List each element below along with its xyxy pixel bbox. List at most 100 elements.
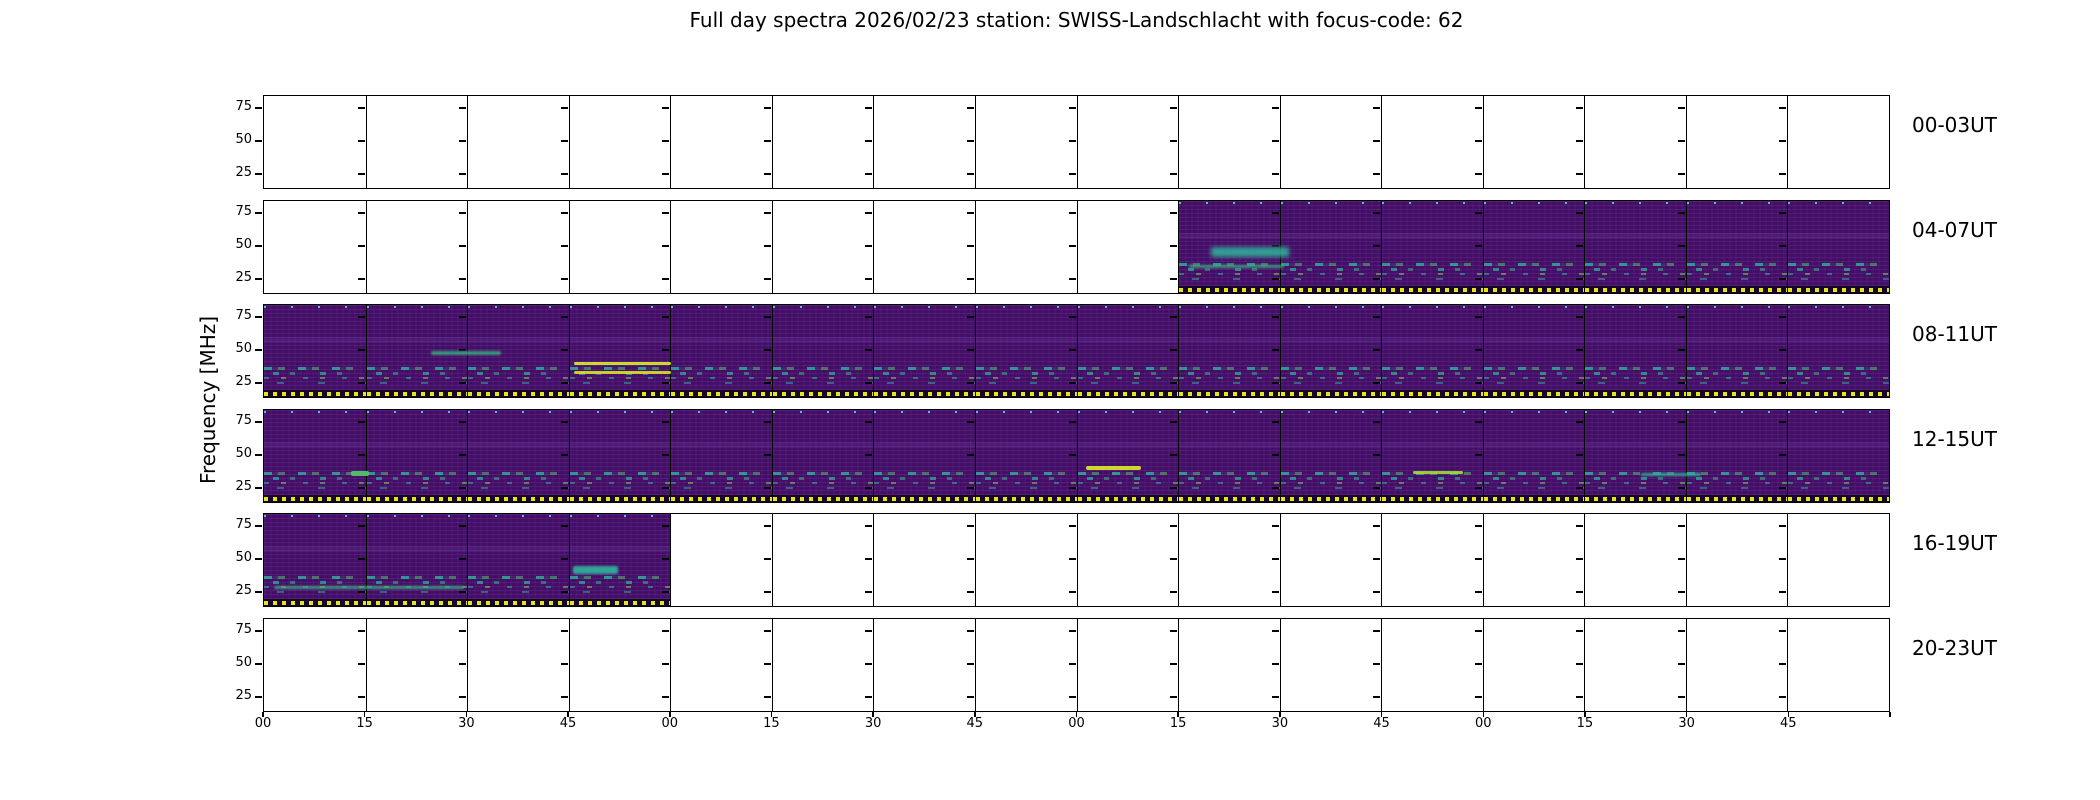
y-tick-mark: [662, 591, 670, 593]
x-tick-mark: [1177, 712, 1179, 717]
y-tick-mark: [255, 278, 262, 280]
y-tick-mark: [255, 245, 262, 247]
spectrogram-segment: [763, 410, 874, 502]
empty-segment: [1271, 514, 1382, 606]
x-tick-mark: [1685, 712, 1688, 717]
empty-segment: [865, 619, 975, 711]
y-tick-mark: [459, 212, 467, 214]
empty-segment: [560, 201, 671, 293]
empty-segment: [966, 619, 1077, 711]
x-tick-label: 00: [1068, 716, 1085, 731]
y-tick-mark: [1677, 349, 1685, 351]
spectra-row: 75 50 25: [235, 304, 1890, 398]
y-tick-mark: [255, 525, 262, 527]
y-tick-mark: [459, 663, 467, 665]
spectrogram-segment: [1677, 305, 1788, 397]
y-tick-mark: [1474, 245, 1482, 247]
x-tick-mark: [770, 712, 773, 717]
y-tick-mark: [1170, 140, 1178, 142]
y-tick-mark: [357, 696, 365, 698]
y-tick-mark: [662, 487, 670, 489]
y-tick-label: 25: [235, 374, 252, 389]
y-tick-label: 25: [235, 688, 252, 703]
y-tick-mark: [459, 558, 467, 560]
empty-segment: [1779, 96, 1889, 188]
y-tick-mark: [1677, 173, 1685, 175]
y-tick-mark: [1170, 173, 1178, 175]
y-tick-mark: [1779, 245, 1787, 247]
y-tick-mark: [459, 382, 467, 384]
y-tick-mark: [1576, 591, 1584, 593]
y-tick-mark: [1677, 454, 1685, 456]
y-tick-mark: [662, 140, 670, 142]
spectrogram-segment: [662, 305, 772, 397]
x-tick-label: 45: [559, 716, 577, 731]
y-tick-mark: [1576, 349, 1584, 351]
empty-segment: [966, 201, 1077, 293]
y-tick-label: 75: [235, 204, 252, 219]
y-tick-label: 50: [235, 341, 252, 356]
burst-feature: [574, 371, 671, 374]
x-tick-label: 45: [1780, 716, 1797, 731]
y-tick-mark: [357, 421, 365, 423]
x-tick-mark: [363, 712, 366, 717]
y-tick-mark: [1271, 630, 1279, 632]
x-tick-mark: [1482, 712, 1484, 717]
y-tick-label: 75: [235, 413, 252, 428]
y-tick-mark: [357, 630, 365, 632]
y-tick-mark: [1779, 212, 1787, 214]
y-tick-label: 50: [235, 237, 252, 252]
y-tick-mark: [865, 421, 873, 423]
y-tick-label: 25: [235, 165, 252, 180]
spectrogram-segment: [1576, 410, 1686, 502]
y-tick-mark: [1779, 663, 1787, 665]
x-tick-mark: [1787, 712, 1790, 717]
y-tick-mark: [357, 349, 365, 351]
empty-segment: [459, 201, 569, 293]
y-tick-mark: [763, 525, 771, 527]
figure-title: Full day spectra 2026/02/23 station: SWI…: [689, 8, 1464, 32]
x-tick-label: 30: [1678, 716, 1695, 731]
y-tick-mark: [662, 278, 670, 280]
y-tick-mark: [1474, 349, 1482, 351]
empty-segment: [357, 96, 468, 188]
x-tick-label: 45: [966, 716, 984, 731]
empty-segment: [357, 619, 468, 711]
y-tick-mark: [255, 140, 262, 142]
empty-segment: [560, 96, 671, 188]
burst-feature: [1413, 471, 1463, 474]
y-tick-mark: [1068, 696, 1076, 698]
y-tick-mark: [1271, 107, 1279, 109]
y-tick-mark: [1373, 107, 1381, 109]
y-tick-mark: [865, 454, 873, 456]
y-tick-mark: [1677, 487, 1685, 489]
y-tick-mark: [1373, 382, 1381, 384]
y-tick-mark: [357, 382, 365, 384]
empty-segment: [763, 514, 874, 606]
y-tick-mark: [662, 696, 670, 698]
x-tick-label: 15: [1169, 716, 1187, 731]
spectrogram-segment: [1373, 201, 1483, 293]
x-tick-label: 30: [864, 716, 882, 731]
y-tick-mark: [459, 487, 467, 489]
y-tick-mark: [763, 382, 771, 384]
y-tick-label: 75: [235, 517, 252, 532]
y-tick-mark: [865, 591, 873, 593]
spectrogram-segment: [1779, 305, 1889, 397]
y-tick-mark: [1576, 525, 1584, 527]
x-tick-mark: [974, 712, 976, 717]
empty-segment: [763, 201, 874, 293]
y-tick-mark: [1576, 454, 1584, 456]
y-tick-mark: [865, 382, 873, 384]
y-tick-mark: [1373, 316, 1381, 318]
y-tick-mark: [560, 382, 568, 384]
y-tick-mark: [1170, 316, 1178, 318]
x-tick-mark: [669, 712, 671, 717]
y-tick-mark: [966, 487, 974, 489]
y-tick-mark: [1576, 278, 1584, 280]
empty-segment: [255, 201, 366, 293]
y-tick-mark: [763, 454, 771, 456]
empty-segment: [865, 96, 975, 188]
y-tick-mark: [662, 316, 670, 318]
